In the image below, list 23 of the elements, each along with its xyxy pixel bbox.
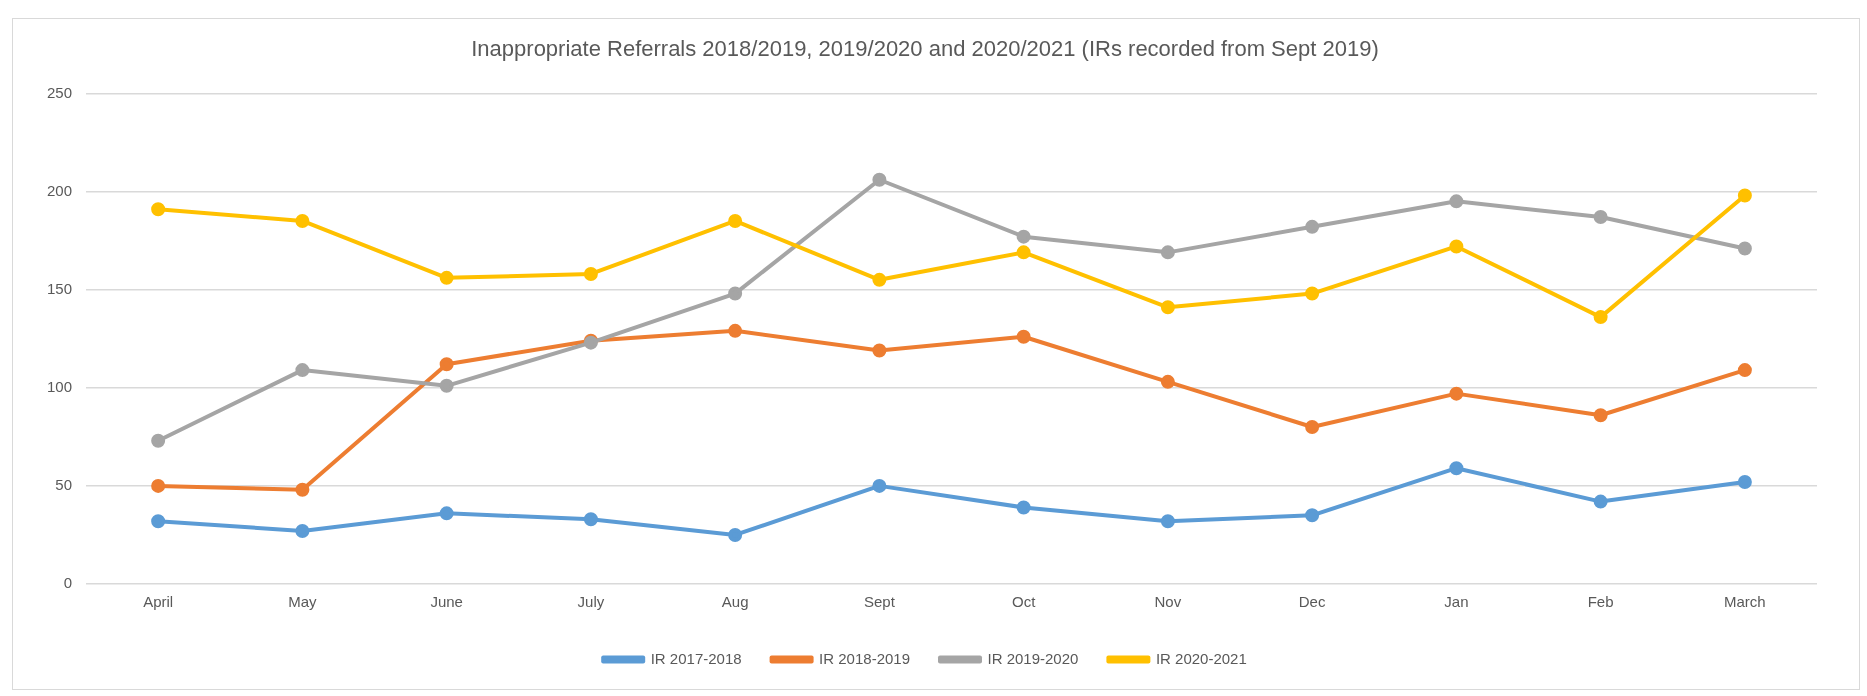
x-tick-label: Dec — [1298, 593, 1326, 611]
x-tick-label: Oct — [1011, 593, 1037, 611]
x-tick-label: Feb — [1587, 593, 1614, 611]
x-tick-label: Nov — [1154, 593, 1182, 611]
x-tick-label: July — [577, 593, 605, 611]
y-tick-label: 150 — [47, 279, 73, 297]
x-tick-label: Jan — [1444, 593, 1469, 611]
chart-title: Inappropriate Referrals 2018/2019, 2019/2020 and 2020/2021 (IRs recorded from Sept 2019) — [471, 36, 1379, 62]
x-tick-label: Sept — [863, 593, 896, 611]
x-tick-label: April — [143, 593, 174, 611]
x-tick-label: May — [288, 593, 318, 611]
legend-label: IR 2020-2021 — [1155, 649, 1247, 667]
x-tick-label: Aug — [721, 593, 749, 611]
legend-label: IR 2017-2018 — [650, 649, 742, 667]
y-tick-label: 100 — [47, 377, 73, 395]
y-tick-label: 50 — [55, 476, 73, 494]
x-tick-label: March — [1724, 593, 1766, 611]
y-tick-label: 0 — [63, 574, 73, 592]
legend-label: IR 2018-2019 — [819, 649, 911, 667]
y-tick-label: 250 — [47, 83, 73, 101]
x-tick-label: June — [430, 593, 463, 611]
y-tick-label: 200 — [47, 181, 73, 199]
legend-label: IR 2019-2020 — [987, 649, 1079, 667]
